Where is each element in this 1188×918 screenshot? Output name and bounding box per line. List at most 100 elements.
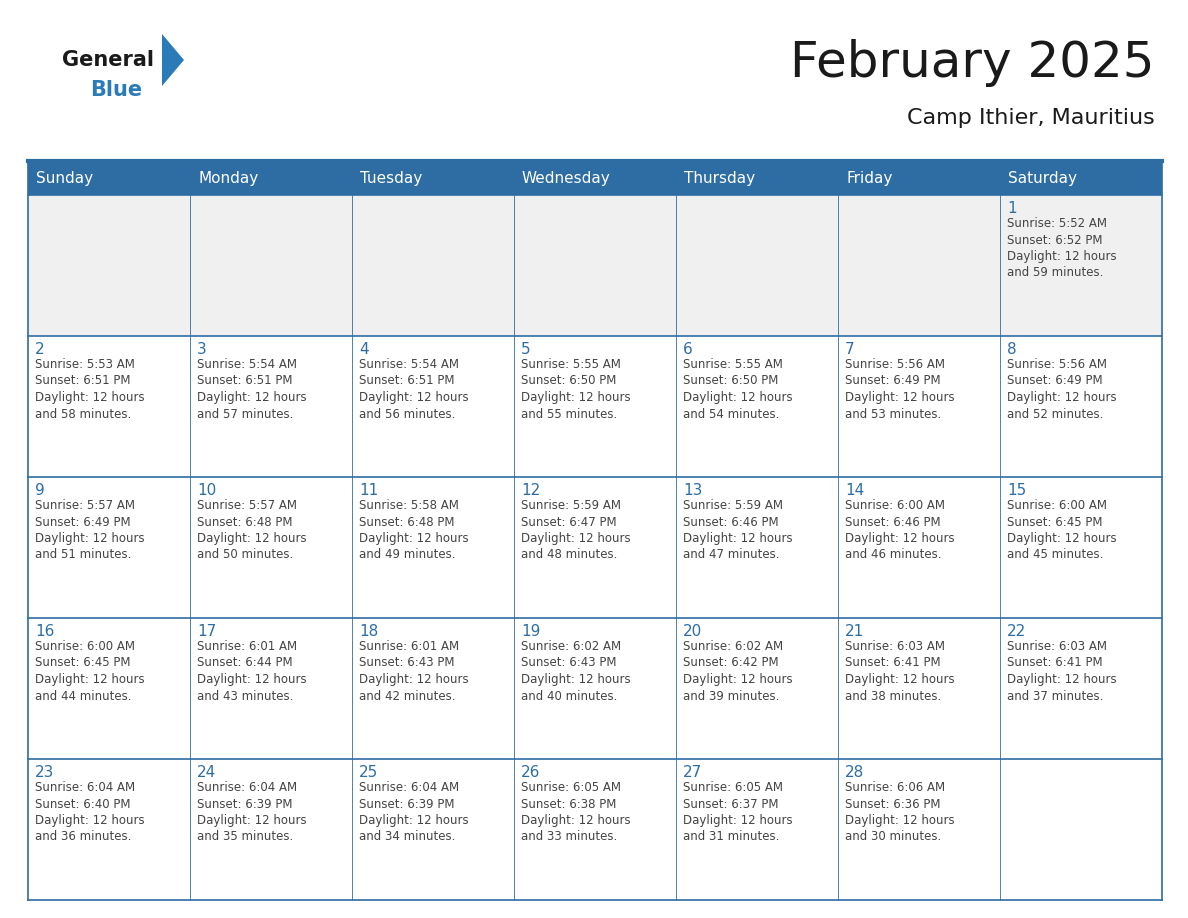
- Text: 15: 15: [1007, 483, 1026, 498]
- Text: 6: 6: [683, 342, 693, 357]
- Text: 12: 12: [522, 483, 541, 498]
- Bar: [29, 759, 190, 900]
- Text: Sunrise: 5:57 AM
Sunset: 6:48 PM
Daylight: 12 hours
and 50 minutes.: Sunrise: 5:57 AM Sunset: 6:48 PM Dayligh…: [197, 499, 307, 562]
- Text: Sunrise: 5:59 AM
Sunset: 6:47 PM
Daylight: 12 hours
and 48 minutes.: Sunrise: 5:59 AM Sunset: 6:47 PM Dayligh…: [522, 499, 631, 562]
- Text: Sunrise: 6:04 AM
Sunset: 6:39 PM
Daylight: 12 hours
and 34 minutes.: Sunrise: 6:04 AM Sunset: 6:39 PM Dayligh…: [359, 781, 468, 844]
- Bar: [676, 163, 838, 195]
- Bar: [676, 618, 838, 759]
- Text: Sunrise: 5:56 AM
Sunset: 6:49 PM
Daylight: 12 hours
and 52 minutes.: Sunrise: 5:56 AM Sunset: 6:49 PM Dayligh…: [1007, 358, 1117, 420]
- Text: 4: 4: [359, 342, 368, 357]
- Text: Sunrise: 6:04 AM
Sunset: 6:40 PM
Daylight: 12 hours
and 36 minutes.: Sunrise: 6:04 AM Sunset: 6:40 PM Dayligh…: [34, 781, 145, 844]
- Text: Sunrise: 6:00 AM
Sunset: 6:45 PM
Daylight: 12 hours
and 44 minutes.: Sunrise: 6:00 AM Sunset: 6:45 PM Dayligh…: [34, 640, 145, 702]
- Bar: [190, 195, 352, 336]
- Bar: [838, 759, 1000, 900]
- Text: Friday: Friday: [846, 172, 892, 186]
- Text: Sunrise: 6:02 AM
Sunset: 6:42 PM
Daylight: 12 hours
and 39 minutes.: Sunrise: 6:02 AM Sunset: 6:42 PM Dayligh…: [683, 640, 792, 702]
- Text: 7: 7: [845, 342, 854, 357]
- Text: 19: 19: [522, 624, 541, 639]
- Bar: [29, 163, 190, 195]
- Bar: [1000, 336, 1162, 477]
- Text: Sunrise: 6:03 AM
Sunset: 6:41 PM
Daylight: 12 hours
and 38 minutes.: Sunrise: 6:03 AM Sunset: 6:41 PM Dayligh…: [845, 640, 955, 702]
- Bar: [190, 759, 352, 900]
- Bar: [838, 336, 1000, 477]
- Text: Sunrise: 6:05 AM
Sunset: 6:37 PM
Daylight: 12 hours
and 31 minutes.: Sunrise: 6:05 AM Sunset: 6:37 PM Dayligh…: [683, 781, 792, 844]
- Text: 22: 22: [1007, 624, 1026, 639]
- Text: 3: 3: [197, 342, 207, 357]
- Text: Sunrise: 5:55 AM
Sunset: 6:50 PM
Daylight: 12 hours
and 54 minutes.: Sunrise: 5:55 AM Sunset: 6:50 PM Dayligh…: [683, 358, 792, 420]
- Text: 21: 21: [845, 624, 864, 639]
- Bar: [514, 163, 676, 195]
- Text: Sunrise: 5:53 AM
Sunset: 6:51 PM
Daylight: 12 hours
and 58 minutes.: Sunrise: 5:53 AM Sunset: 6:51 PM Dayligh…: [34, 358, 145, 420]
- Text: Sunday: Sunday: [36, 172, 93, 186]
- Text: Tuesday: Tuesday: [360, 172, 422, 186]
- Text: Sunrise: 6:01 AM
Sunset: 6:43 PM
Daylight: 12 hours
and 42 minutes.: Sunrise: 6:01 AM Sunset: 6:43 PM Dayligh…: [359, 640, 468, 702]
- Bar: [190, 163, 352, 195]
- Bar: [514, 336, 676, 477]
- Text: Blue: Blue: [90, 80, 143, 100]
- Text: 20: 20: [683, 624, 702, 639]
- Text: 5: 5: [522, 342, 531, 357]
- Text: Sunrise: 6:00 AM
Sunset: 6:46 PM
Daylight: 12 hours
and 46 minutes.: Sunrise: 6:00 AM Sunset: 6:46 PM Dayligh…: [845, 499, 955, 562]
- Text: 18: 18: [359, 624, 378, 639]
- Text: Sunrise: 5:55 AM
Sunset: 6:50 PM
Daylight: 12 hours
and 55 minutes.: Sunrise: 5:55 AM Sunset: 6:50 PM Dayligh…: [522, 358, 631, 420]
- Text: 27: 27: [683, 765, 702, 780]
- Bar: [29, 336, 190, 477]
- Bar: [514, 477, 676, 618]
- Bar: [838, 195, 1000, 336]
- Text: Saturday: Saturday: [1007, 172, 1078, 186]
- Bar: [838, 477, 1000, 618]
- Bar: [1000, 163, 1162, 195]
- Bar: [190, 618, 352, 759]
- Text: Sunrise: 5:59 AM
Sunset: 6:46 PM
Daylight: 12 hours
and 47 minutes.: Sunrise: 5:59 AM Sunset: 6:46 PM Dayligh…: [683, 499, 792, 562]
- Bar: [514, 759, 676, 900]
- Bar: [352, 618, 514, 759]
- Text: Sunrise: 5:54 AM
Sunset: 6:51 PM
Daylight: 12 hours
and 56 minutes.: Sunrise: 5:54 AM Sunset: 6:51 PM Dayligh…: [359, 358, 468, 420]
- Text: 11: 11: [359, 483, 378, 498]
- Bar: [838, 163, 1000, 195]
- Text: Sunrise: 6:04 AM
Sunset: 6:39 PM
Daylight: 12 hours
and 35 minutes.: Sunrise: 6:04 AM Sunset: 6:39 PM Dayligh…: [197, 781, 307, 844]
- Bar: [29, 195, 190, 336]
- Text: Sunrise: 5:56 AM
Sunset: 6:49 PM
Daylight: 12 hours
and 53 minutes.: Sunrise: 5:56 AM Sunset: 6:49 PM Dayligh…: [845, 358, 955, 420]
- Text: 23: 23: [34, 765, 55, 780]
- Text: Sunrise: 6:01 AM
Sunset: 6:44 PM
Daylight: 12 hours
and 43 minutes.: Sunrise: 6:01 AM Sunset: 6:44 PM Dayligh…: [197, 640, 307, 702]
- Text: 2: 2: [34, 342, 45, 357]
- Text: Sunrise: 5:57 AM
Sunset: 6:49 PM
Daylight: 12 hours
and 51 minutes.: Sunrise: 5:57 AM Sunset: 6:49 PM Dayligh…: [34, 499, 145, 562]
- Bar: [352, 195, 514, 336]
- Text: 8: 8: [1007, 342, 1017, 357]
- Bar: [352, 163, 514, 195]
- Bar: [1000, 195, 1162, 336]
- Text: 17: 17: [197, 624, 216, 639]
- Bar: [514, 195, 676, 336]
- Text: Thursday: Thursday: [684, 172, 756, 186]
- Bar: [676, 195, 838, 336]
- Bar: [1000, 618, 1162, 759]
- Bar: [190, 336, 352, 477]
- Bar: [29, 618, 190, 759]
- Text: 13: 13: [683, 483, 702, 498]
- Bar: [29, 477, 190, 618]
- Bar: [352, 477, 514, 618]
- Text: Sunrise: 6:00 AM
Sunset: 6:45 PM
Daylight: 12 hours
and 45 minutes.: Sunrise: 6:00 AM Sunset: 6:45 PM Dayligh…: [1007, 499, 1117, 562]
- Bar: [352, 336, 514, 477]
- Text: February 2025: February 2025: [790, 39, 1155, 87]
- Text: 10: 10: [197, 483, 216, 498]
- Polygon shape: [162, 34, 184, 86]
- Text: Sunrise: 6:02 AM
Sunset: 6:43 PM
Daylight: 12 hours
and 40 minutes.: Sunrise: 6:02 AM Sunset: 6:43 PM Dayligh…: [522, 640, 631, 702]
- Text: General: General: [62, 50, 154, 70]
- Text: Sunrise: 5:58 AM
Sunset: 6:48 PM
Daylight: 12 hours
and 49 minutes.: Sunrise: 5:58 AM Sunset: 6:48 PM Dayligh…: [359, 499, 468, 562]
- Bar: [676, 759, 838, 900]
- Text: Sunrise: 6:03 AM
Sunset: 6:41 PM
Daylight: 12 hours
and 37 minutes.: Sunrise: 6:03 AM Sunset: 6:41 PM Dayligh…: [1007, 640, 1117, 702]
- Bar: [676, 477, 838, 618]
- Text: Camp Ithier, Mauritius: Camp Ithier, Mauritius: [908, 108, 1155, 128]
- Text: 28: 28: [845, 765, 864, 780]
- Text: 1: 1: [1007, 201, 1017, 216]
- Text: 24: 24: [197, 765, 216, 780]
- Text: 16: 16: [34, 624, 55, 639]
- Bar: [676, 336, 838, 477]
- Text: Monday: Monday: [198, 172, 258, 186]
- Bar: [1000, 759, 1162, 900]
- Text: Sunrise: 6:06 AM
Sunset: 6:36 PM
Daylight: 12 hours
and 30 minutes.: Sunrise: 6:06 AM Sunset: 6:36 PM Dayligh…: [845, 781, 955, 844]
- Bar: [352, 759, 514, 900]
- Bar: [514, 618, 676, 759]
- Bar: [190, 477, 352, 618]
